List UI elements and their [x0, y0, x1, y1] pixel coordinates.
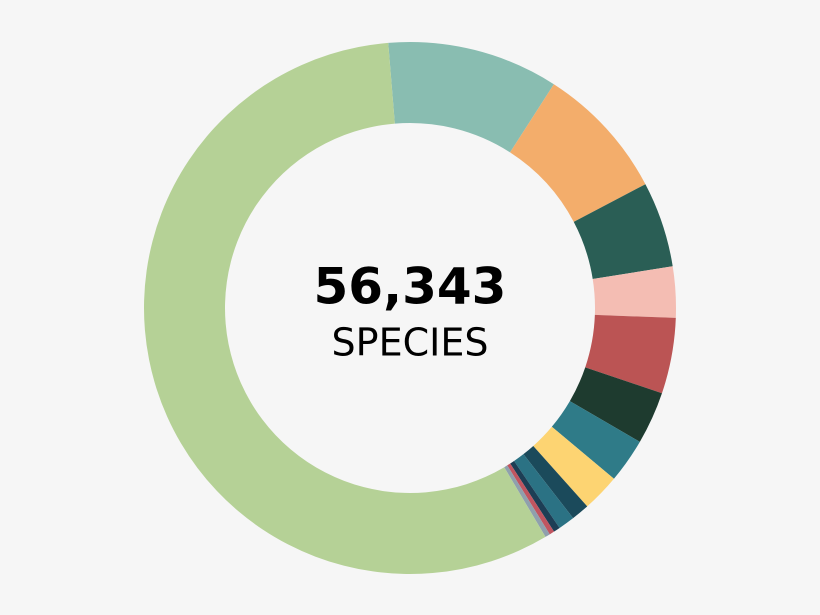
donut-segment	[504, 465, 550, 537]
donut-segment	[585, 314, 676, 394]
donut-segment	[592, 266, 676, 318]
donut-segment	[514, 454, 574, 528]
donut-segment	[510, 84, 646, 222]
donut-segment	[388, 41, 554, 153]
donut-segment	[144, 42, 546, 574]
donut-segment	[523, 445, 588, 519]
donut-segment	[573, 184, 673, 279]
donut-segment	[569, 367, 662, 442]
donut-segment	[551, 401, 640, 479]
donut-segment	[510, 460, 560, 532]
center-value: 56,343	[314, 258, 507, 316]
center-label: SPECIES	[332, 321, 489, 365]
donut	[144, 41, 676, 574]
donut-segment	[507, 463, 555, 535]
donut-segment	[533, 426, 614, 507]
